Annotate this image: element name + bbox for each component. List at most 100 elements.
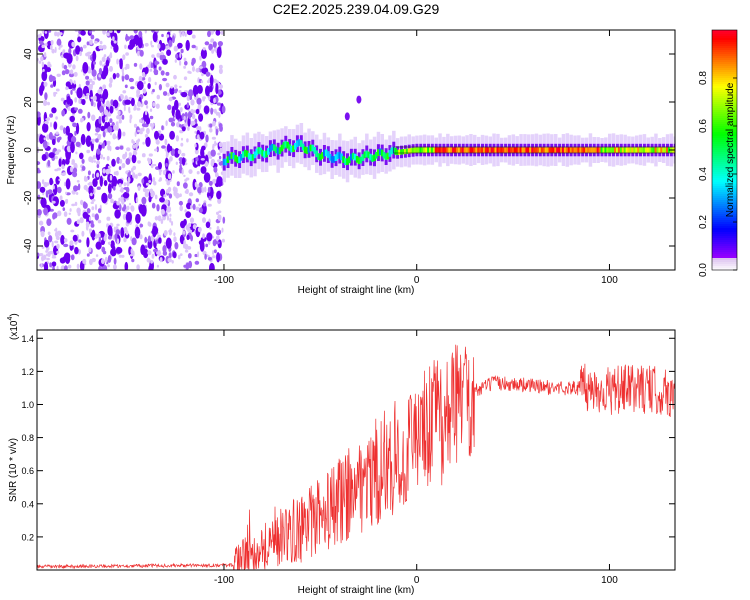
spectrogram-noise-blob: [154, 148, 158, 152]
colorbar-segment: [712, 198, 737, 201]
spectrogram-panel: -100 0 100 -40 -20 0 20 40 Height of straight …: [6, 29, 676, 296]
spectrogram-noise-blob: [80, 30, 86, 36]
spectrogram-noise-blob: [72, 191, 76, 195]
spectrogram-noise-blob: [77, 36, 82, 43]
spectrogram-noise-blob: [47, 189, 53, 195]
spectrogram-noise-blob: [125, 63, 130, 68]
spectrogram-noise-blob: [175, 53, 179, 59]
spectrogram-noise-blob: [54, 46, 57, 54]
colorbar-segment: [712, 118, 737, 121]
spectrogram-noise-blob: [194, 260, 200, 265]
spectrogram-ridge-cell: [617, 147, 621, 153]
spectrogram-noise-blob: [87, 54, 91, 60]
spectrogram-noise-blob: [185, 39, 190, 51]
spectrogram-noise-blob: [119, 204, 122, 212]
spectrogram-noise-blob: [98, 90, 102, 94]
colorbar-segment: [712, 244, 737, 247]
spectrogram-noise-blob: [188, 89, 194, 97]
spectrogram-noise-blob: [177, 149, 182, 155]
spectrogram-noise-blob: [156, 94, 160, 100]
colorbar-segment: [712, 210, 737, 213]
spectrogram-isolated-blob: [356, 95, 362, 104]
spectrogram-ridge-cell: [531, 147, 534, 153]
spectrogram-noise-blob: [194, 181, 198, 188]
colorbar-segment: [712, 104, 737, 107]
spectrogram-ridge-cell: [523, 147, 527, 153]
spectrogram-noise-blob: [115, 229, 121, 236]
spectrogram-noise-blob: [79, 152, 84, 160]
spectrogram-noise-blob: [144, 30, 147, 34]
spectrogram-noise-blob: [177, 42, 183, 49]
spectrogram-noise-blob: [129, 35, 135, 40]
spectrogram-noise-blob: [120, 93, 123, 98]
spectrogram-noise-blob: [107, 225, 113, 237]
spectrogram-noise-blob: [99, 142, 103, 145]
spectrogram-ridge-cell: [409, 148, 413, 154]
spectrogram-noise-blob: [175, 109, 181, 120]
spectrogram-ridge-cell: [471, 147, 474, 153]
spectrogram-ridge-cell: [469, 147, 473, 153]
spectrogram-noise-blob: [96, 148, 101, 155]
spectrogram-noise-blob: [101, 56, 106, 63]
spectrogram-noise-blob: [196, 171, 200, 175]
spectrogram-noise-blob: [56, 243, 60, 249]
spectrogram-ridge-cell: [639, 147, 642, 153]
spectrogram-noise-blob: [38, 60, 42, 64]
spectrogram-noise-blob: [213, 78, 217, 83]
spectrogram-noise-blob: [38, 40, 44, 45]
spectrogram-noise-blob: [178, 200, 183, 206]
spectrogram-noise-blob: [90, 98, 94, 107]
spectrogram-noise-blob: [57, 210, 62, 217]
spectrogram-ridge-cell: [562, 147, 565, 153]
spectrogram-noise-blob: [134, 226, 141, 239]
y-tick-label: 0: [23, 147, 34, 153]
spectrogram-noise-blob: [52, 213, 56, 220]
spectrogram-noise-blob: [195, 156, 199, 162]
colorbar-segment: [712, 78, 737, 81]
spectrogram-noise-blob: [62, 145, 65, 150]
spectrogram-noise-blob: [218, 84, 223, 89]
spectrogram-noise-blob: [203, 172, 211, 183]
spectrogram-ridge-cell: [440, 147, 444, 153]
spectrogram-noise-blob: [120, 227, 125, 238]
spectrogram-ridge-cell: [230, 152, 234, 159]
spectrogram-noise-blob: [118, 183, 122, 188]
spectrogram-ridge-cell: [338, 151, 341, 159]
spectrogram-noise-blob: [167, 92, 170, 97]
spectrogram-noise-blob: [56, 265, 59, 270]
colorbar-segment: [712, 30, 737, 33]
spectrogram-noise-blob: [82, 44, 87, 49]
spectrogram-ridge-cell: [228, 153, 232, 161]
spectrogram-noise-blob: [208, 43, 213, 51]
spectrogram-noise-blob: [126, 147, 131, 152]
spectrogram-noise-blob: [181, 126, 186, 132]
spectrogram-noise-blob: [86, 208, 91, 214]
spectrogram-noise-blob: [102, 168, 106, 174]
spectrogram-noise-blob: [44, 92, 48, 101]
spectrogram-ridge-cell: [253, 151, 257, 159]
spectrogram-noise-blob: [71, 41, 76, 47]
spectrogram-noise-blob: [58, 136, 62, 141]
spectrogram-noise-blob: [151, 253, 155, 259]
y-tick-label: 1.0: [21, 400, 34, 410]
spectrogram-noise-blob: [124, 99, 132, 105]
colorbar-segment: [712, 250, 737, 253]
spectrogram-noise-blob: [95, 241, 102, 250]
colorbar-segment: [712, 94, 737, 97]
spectrogram-noise-blob: [132, 172, 136, 179]
spectrogram-noise-blob: [119, 58, 123, 70]
y-tick-label: 0.2: [21, 532, 34, 542]
spectrogram-noise-blob: [85, 135, 92, 147]
colorbar-segment: [712, 40, 737, 43]
spectrogram-noise-blob: [153, 181, 157, 186]
spectrogram-noise-blob: [95, 127, 100, 133]
spectrogram-ridge-cell: [479, 147, 482, 153]
spectrogram-noise-blob: [125, 158, 131, 165]
spectrogram-noise-blob: [90, 220, 94, 226]
spectrogram-noise-blob: [183, 264, 188, 268]
spectrogram-noise-blob: [99, 60, 103, 66]
spectrogram-noise-blob: [44, 239, 50, 248]
spectrogram-noise-blob: [134, 131, 137, 137]
spectrogram-noise-blob: [92, 139, 95, 144]
spectrogram-ridge-cell: [598, 147, 602, 153]
